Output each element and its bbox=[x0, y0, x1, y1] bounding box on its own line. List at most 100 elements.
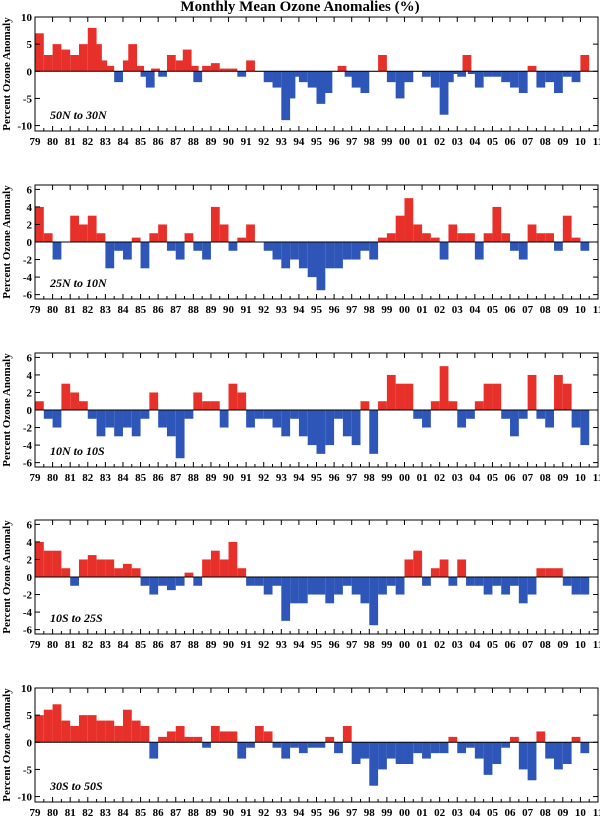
x-tick-label: 80 bbox=[47, 807, 59, 817]
x-tick-label: 91 bbox=[241, 472, 252, 484]
x-tick-label: 07 bbox=[522, 136, 534, 148]
x-tick-label: 94 bbox=[293, 472, 305, 484]
anomaly-bar bbox=[166, 410, 176, 437]
x-tick-label: 87 bbox=[170, 639, 182, 651]
x-tick-label: 99 bbox=[381, 304, 393, 316]
x-tick-label: 09 bbox=[557, 472, 569, 484]
anomaly-bar bbox=[149, 233, 159, 242]
anomaly-bar bbox=[263, 731, 273, 743]
x-tick-label: 86 bbox=[153, 136, 165, 148]
anomaly-bar bbox=[474, 401, 484, 410]
y-tick-label: 10 bbox=[21, 12, 33, 24]
anomaly-bar bbox=[175, 410, 185, 459]
x-tick-label: 83 bbox=[100, 472, 112, 484]
anomaly-bar bbox=[237, 392, 247, 410]
anomaly-bar bbox=[413, 550, 423, 577]
anomaly-bar bbox=[457, 410, 467, 428]
anomaly-bar bbox=[70, 577, 79, 586]
anomaly-bar bbox=[307, 71, 317, 88]
x-tick-label: 07 bbox=[522, 472, 534, 484]
anomaly-bar bbox=[246, 224, 255, 242]
anomaly-bar bbox=[131, 410, 141, 437]
x-tick-label: 81 bbox=[65, 136, 76, 148]
x-tick-label: 10 bbox=[575, 472, 587, 484]
anomaly-bar bbox=[219, 559, 229, 577]
x-tick-label: 94 bbox=[293, 304, 305, 316]
x-tick-label: 79 bbox=[30, 639, 42, 651]
x-tick-label: 02 bbox=[434, 136, 446, 148]
x-tick-label: 05 bbox=[487, 304, 499, 316]
anomaly-bar bbox=[395, 71, 405, 99]
anomaly-bar bbox=[518, 577, 528, 604]
anomaly-bar bbox=[501, 577, 511, 595]
y-tick-label: -4 bbox=[23, 272, 33, 284]
x-tick-label: 86 bbox=[153, 304, 165, 316]
anomaly-bar bbox=[474, 71, 484, 88]
x-tick-label: 88 bbox=[188, 304, 200, 316]
anomaly-bar bbox=[158, 71, 167, 77]
anomaly-bar bbox=[518, 410, 528, 419]
anomaly-bar bbox=[580, 577, 590, 595]
anomaly-bar bbox=[527, 577, 537, 595]
anomaly-bar bbox=[404, 71, 414, 83]
anomaly-bar bbox=[149, 577, 159, 595]
anomaly-bar bbox=[78, 559, 88, 577]
anomaly-bar bbox=[281, 577, 291, 621]
anomaly-bar bbox=[386, 742, 396, 759]
anomaly-bar bbox=[342, 726, 352, 743]
x-tick-label: 04 bbox=[469, 472, 481, 484]
anomaly-bar bbox=[263, 577, 273, 595]
x-tick-label: 02 bbox=[434, 639, 446, 651]
x-tick-label: 80 bbox=[47, 304, 59, 316]
y-tick-label: 0 bbox=[27, 405, 33, 417]
x-tick-label: 95 bbox=[311, 807, 323, 817]
anomaly-bar bbox=[96, 233, 106, 242]
x-tick-label: 00 bbox=[399, 807, 411, 817]
anomaly-bar bbox=[290, 577, 299, 604]
x-tick-label: 09 bbox=[557, 304, 569, 316]
anomaly-bar bbox=[52, 44, 62, 72]
anomaly-bar bbox=[351, 242, 361, 260]
x-tick-label: 87 bbox=[170, 304, 182, 316]
anomaly-bar bbox=[501, 71, 511, 83]
anomaly-bar bbox=[360, 71, 370, 93]
region-label: 10N to 10S bbox=[50, 444, 105, 458]
anomaly-bar bbox=[286, 71, 296, 99]
anomaly-bar bbox=[140, 242, 150, 269]
anomaly-bar bbox=[316, 71, 326, 104]
anomaly-bar bbox=[158, 736, 167, 743]
anomaly-bar bbox=[527, 224, 537, 242]
x-tick-label: 02 bbox=[434, 807, 446, 817]
anomaly-bar bbox=[219, 410, 229, 428]
anomaly-bar bbox=[545, 410, 555, 428]
y-tick-label: 6 bbox=[27, 519, 33, 531]
x-tick-label: 92 bbox=[258, 807, 270, 817]
y-tick-label: -6 bbox=[23, 458, 33, 470]
anomaly-bar bbox=[272, 742, 282, 748]
x-tick-label: 09 bbox=[557, 639, 569, 651]
anomaly-bar bbox=[422, 71, 431, 77]
anomaly-bar bbox=[263, 71, 273, 83]
x-tick-label: 81 bbox=[65, 472, 76, 484]
anomaly-bar bbox=[166, 242, 176, 251]
anomaly-bar bbox=[87, 27, 97, 72]
y-tick-label: -6 bbox=[23, 290, 33, 302]
anomaly-bar bbox=[430, 568, 440, 577]
y-axis-label: Percent Ozone Anomaly bbox=[1, 520, 13, 634]
anomaly-bar bbox=[298, 242, 308, 269]
anomaly-bar bbox=[492, 206, 502, 242]
y-tick-label: 2 bbox=[27, 554, 33, 566]
x-tick-label: 88 bbox=[188, 136, 200, 148]
x-tick-label: 95 bbox=[311, 304, 323, 316]
x-tick-label: 83 bbox=[100, 807, 112, 817]
x-tick-label: 94 bbox=[293, 807, 305, 817]
x-tick-label: 81 bbox=[65, 807, 76, 817]
anomaly-bar bbox=[78, 715, 88, 743]
anomaly-bar bbox=[554, 742, 563, 770]
anomaly-bar bbox=[175, 577, 185, 586]
anomaly-bar bbox=[291, 71, 301, 77]
anomaly-bar bbox=[545, 568, 555, 577]
anomaly-bar bbox=[554, 374, 563, 410]
